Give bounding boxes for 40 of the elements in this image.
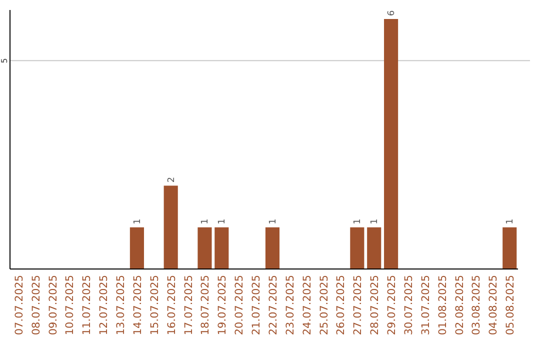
x-tick-label: 31.07.2025 [420, 275, 432, 336]
x-tick-label: 18.07.2025 [200, 275, 212, 336]
x-tick-label: 10.07.2025 [64, 275, 76, 336]
x-tick-label: 21.07.2025 [250, 275, 263, 336]
x-tick-label: 19.07.2025 [216, 275, 229, 336]
x-tick-label: 12.07.2025 [98, 275, 110, 336]
x-tick-label: 08.07.2025 [30, 275, 42, 336]
x-tick-label: 16.07.2025 [166, 275, 178, 336]
x-tick-label: 11.07.2025 [81, 275, 94, 336]
data-label: 6 [387, 10, 398, 16]
x-tick-label: 02.08.2025 [454, 275, 466, 336]
x-tick-label: 03.08.2025 [470, 275, 483, 336]
data-label: 2 [166, 176, 177, 183]
x-tick-label: 07.07.2025 [13, 275, 26, 336]
x-tick-label: 01.08.2025 [436, 275, 449, 336]
x-tick-label: 24.07.2025 [301, 275, 314, 336]
x-tick-label: 13.07.2025 [115, 275, 128, 336]
x-tick-label: 30.07.2025 [402, 275, 415, 336]
x-tick-label: 29.07.2025 [386, 275, 398, 336]
x-tick-label: 17.07.2025 [182, 275, 195, 336]
data-label: 1 [200, 218, 211, 224]
x-tick-label: 20.07.2025 [234, 275, 246, 336]
data-label: 1 [353, 218, 364, 224]
x-tick-label: 22.07.2025 [267, 275, 280, 336]
data-label: 1 [370, 218, 380, 224]
data-label: 1 [132, 218, 143, 224]
x-tick-label: 27.07.2025 [352, 275, 364, 336]
x-tick-label: 14.07.2025 [132, 275, 144, 336]
x-tick-label: 26.07.2025 [335, 275, 348, 336]
x-tick-label: 04.08.2025 [488, 275, 500, 336]
data-label: 1 [268, 218, 278, 224]
x-tick-label: 23.07.2025 [284, 275, 296, 336]
x-tick-label: 09.07.2025 [47, 275, 60, 336]
x-tick-label: 15.07.2025 [148, 275, 161, 336]
x-tick-label: 05.08.2025 [504, 275, 517, 336]
data-label: 1 [218, 218, 228, 224]
y-tick-label: 5 [0, 58, 9, 64]
data-label: 1 [506, 218, 516, 224]
x-tick-label: 28.07.2025 [369, 275, 382, 336]
x-tick-label: 25.07.2025 [318, 275, 330, 336]
